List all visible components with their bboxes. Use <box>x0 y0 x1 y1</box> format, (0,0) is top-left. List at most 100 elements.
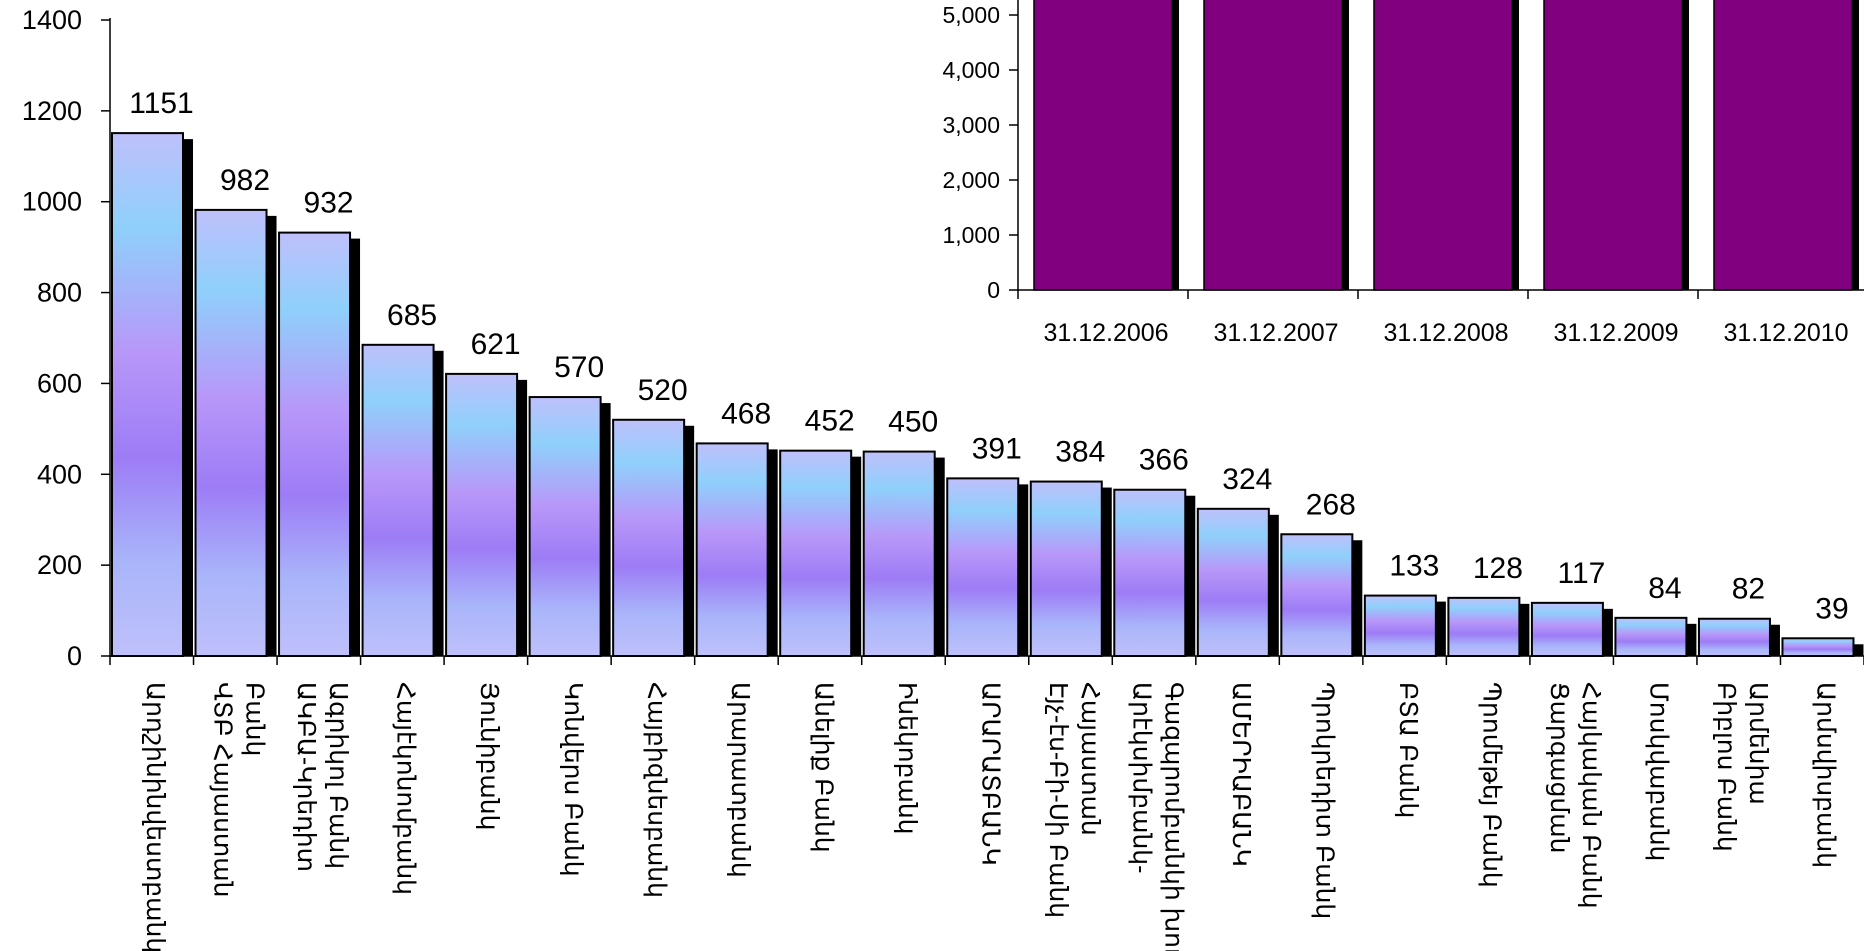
data-label: 468 <box>721 397 771 430</box>
category-label-line: Ագրիկոլ Բանկ <box>324 682 352 869</box>
category-label: Կոնվերս Բանկ <box>559 682 587 877</box>
bar-shadow <box>350 238 361 656</box>
bar-shadow <box>1602 608 1613 656</box>
data-label: 324 <box>1222 463 1272 496</box>
inset-bar <box>1203 0 1343 291</box>
bar-shadow <box>517 379 528 656</box>
bar <box>1614 616 1688 658</box>
bar <box>1196 507 1270 657</box>
data-label: 82 <box>1732 573 1765 606</box>
category-label-line: ԱՄԵՐԻԱԲԱՆԿ <box>1227 682 1255 867</box>
bar-shadow <box>1268 514 1279 656</box>
category-label-line: Մոսկվաբանկ <box>1645 682 1673 861</box>
inset-y-tick-label: 3,000 <box>942 112 1000 138</box>
category-label-line: Արմսվիսբանկ <box>1812 682 1840 868</box>
bar-shadow <box>1018 484 1029 656</box>
bar <box>946 477 1020 658</box>
category-label: Էյչ-էս-Բի-Սի Բանկ Հայաստան <box>1044 682 1104 918</box>
bar <box>1530 601 1604 657</box>
category-label: Յունիբանկ <box>475 682 503 830</box>
y-tick-label: 600 <box>37 368 82 398</box>
category-label-line: ՎՏԲ Հայաստան <box>209 682 237 897</box>
bar <box>1363 594 1437 658</box>
bar <box>695 442 769 657</box>
bar-shadow <box>1435 601 1446 656</box>
inset-category-label: 31.12.2008 <box>1383 319 1508 347</box>
category-label-line: Արմենիա <box>1744 682 1772 805</box>
category-label-line: Արէկսիմբանկ- <box>1127 682 1155 873</box>
category-label-line: Պրոմեթեյ Բանկ <box>1478 682 1506 888</box>
bar-shadow <box>1352 540 1363 656</box>
category-label-line: Պրոկրեդիտ Բանկ <box>1310 682 1338 919</box>
category-label: Հայէկոնոմբանկ <box>392 682 420 895</box>
inset-bar-shadow <box>1512 0 1519 290</box>
data-label: 570 <box>554 351 604 384</box>
category-label-line: ԲՏԱ Բանկ <box>1394 682 1422 818</box>
category-label-line: Կոնվերս Բանկ <box>559 682 587 877</box>
bar-shadow <box>1101 487 1112 656</box>
data-label: 268 <box>1306 488 1356 521</box>
bar-shadow <box>934 457 945 656</box>
category-label: Պրոկրեդիտ Բանկ <box>1310 682 1338 919</box>
category-label: Արարատբանկ <box>726 682 754 878</box>
main-labels: 1151 Արդշինինվեստբանկ 982 ՎՏԲ Հայաստան Բանկ 9… <box>129 87 1848 951</box>
bar-shadow <box>1769 624 1780 656</box>
category-label-line: ԱՐԱՐԱՏԲԱՆԿ <box>976 682 1004 866</box>
category-label-line: Բիբլոս Բանկ <box>1712 682 1740 852</box>
category-label-line: Յունիբանկ <box>475 682 503 830</box>
category-label-line: Անելիք Բանկ <box>809 682 837 853</box>
main-bar-chart: 0 200 400 600 800 1000 1200 1400 1151 Արդշինինվե… <box>22 5 1864 951</box>
bar-shadow <box>266 215 277 657</box>
y-tick-label: 1400 <box>22 5 82 35</box>
bar-shadow <box>851 456 862 656</box>
bar <box>1447 596 1521 658</box>
category-label-line: Արարատբանկ <box>726 682 754 878</box>
inset-y-tick-label: 2,000 <box>942 167 1000 193</box>
bar <box>445 372 519 657</box>
category-label-line: ԱԿԲԱ-Կրեդիտ <box>292 682 320 872</box>
category-label-line: Էյչ-էս-Բի-Սի Բանկ <box>1044 682 1072 918</box>
category-label-line: Արդշինինվեստբանկ <box>141 682 169 951</box>
bar-shadow <box>767 449 778 656</box>
bar <box>1280 533 1354 657</box>
data-label: 391 <box>972 432 1022 465</box>
inset-y-tick-label: 1,000 <box>942 222 1000 248</box>
inset-bar <box>1713 0 1853 291</box>
data-label: 39 <box>1815 592 1848 625</box>
category-label: Արդշինինվեստբանկ <box>141 682 169 951</box>
category-label-line: Բանկ <box>241 682 269 756</box>
inset-y-tick-label: 4,000 <box>942 57 1000 83</box>
inset-bar-shadow <box>1852 0 1859 290</box>
inset-y-tick-label: 0 <box>987 277 1000 303</box>
bar <box>779 449 853 658</box>
bar-shadow <box>684 425 695 656</box>
data-label: 685 <box>387 299 437 332</box>
inset-bar <box>1543 0 1683 291</box>
data-label: 621 <box>471 328 521 361</box>
category-label-line: Հայբիզնեսբանկ <box>642 682 670 898</box>
category-label-line: Հայկական Բանկ <box>1577 682 1605 909</box>
inset-bar <box>1033 0 1173 291</box>
data-label: 1151 <box>129 87 194 120</box>
category-label: Արմսվիսբանկ <box>1812 682 1840 868</box>
bar <box>1113 488 1187 657</box>
data-label: 982 <box>220 164 270 197</box>
bar-shadow <box>1686 623 1697 656</box>
bar-shadow <box>600 403 611 656</box>
bar-shadow <box>1185 495 1196 656</box>
data-label: 450 <box>888 406 938 439</box>
category-label-line: Հայէկոնոմբանկ <box>392 682 420 895</box>
category-label-line: Ինեկոբանկ <box>893 682 921 835</box>
y-tick-label: 0 <box>67 641 82 671</box>
bar-shadow <box>1519 603 1530 656</box>
category-label: Մոսկվաբանկ <box>1645 682 1673 861</box>
inset-y-tick-label: 5,000 <box>942 2 1000 28</box>
data-label: 84 <box>1648 572 1681 605</box>
category-label-line: Ցարգացման <box>1545 682 1573 853</box>
bar-shadow <box>1853 644 1864 656</box>
category-label: ԱՄԵՐԻԱԲԱՆԿ <box>1227 682 1255 867</box>
category-label: Անելիք Բանկ <box>809 682 837 853</box>
category-label: ԱԿԲԱ-Կրեդիտ Ագրիկոլ Բանկ <box>292 682 352 872</box>
bar <box>111 132 184 658</box>
inset-bar <box>1373 0 1513 291</box>
